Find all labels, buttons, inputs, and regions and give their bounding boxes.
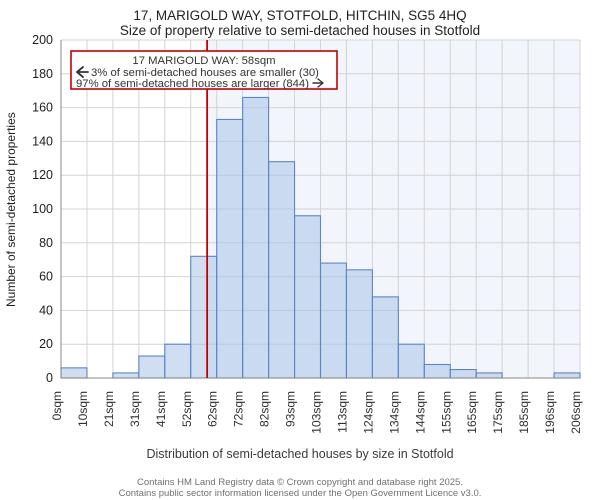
svg-text:185sqm: 185sqm xyxy=(517,391,531,434)
svg-text:20: 20 xyxy=(39,337,53,351)
svg-text:17 MARIGOLD WAY: 58sqm: 17 MARIGOLD WAY: 58sqm xyxy=(132,55,275,67)
svg-text:180: 180 xyxy=(32,67,53,81)
svg-text:175sqm: 175sqm xyxy=(491,391,505,434)
svg-text:165sqm: 165sqm xyxy=(465,391,479,434)
svg-text:103sqm: 103sqm xyxy=(310,391,324,434)
svg-text:31sqm: 31sqm xyxy=(128,391,142,427)
svg-text:160: 160 xyxy=(32,101,53,115)
svg-text:97% of semi-detached houses ar: 97% of semi-detached houses are larger (… xyxy=(76,78,309,90)
svg-text:134sqm: 134sqm xyxy=(387,391,401,434)
svg-text:140: 140 xyxy=(32,134,53,148)
svg-text:155sqm: 155sqm xyxy=(439,391,453,434)
svg-text:124sqm: 124sqm xyxy=(361,391,375,434)
svg-text:113sqm: 113sqm xyxy=(335,391,349,433)
svg-text:41sqm: 41sqm xyxy=(154,391,168,427)
svg-text:200: 200 xyxy=(32,33,53,47)
svg-text:100: 100 xyxy=(32,202,53,216)
svg-text:144sqm: 144sqm xyxy=(413,391,427,434)
svg-text:10sqm: 10sqm xyxy=(76,391,90,427)
svg-text:60: 60 xyxy=(39,270,53,284)
svg-text:62sqm: 62sqm xyxy=(206,391,220,427)
svg-text:80: 80 xyxy=(39,236,53,250)
svg-text:82sqm: 82sqm xyxy=(258,391,272,427)
svg-text:0: 0 xyxy=(46,371,53,385)
svg-text:196sqm: 196sqm xyxy=(543,391,557,434)
svg-text:93sqm: 93sqm xyxy=(284,391,298,427)
svg-text:52sqm: 52sqm xyxy=(180,391,194,427)
svg-text:72sqm: 72sqm xyxy=(232,391,246,427)
svg-text:40: 40 xyxy=(39,303,53,317)
svg-text:21sqm: 21sqm xyxy=(102,391,116,427)
svg-text:0sqm: 0sqm xyxy=(50,391,64,420)
svg-text:206sqm: 206sqm xyxy=(569,391,583,434)
svg-text:120: 120 xyxy=(32,168,53,182)
